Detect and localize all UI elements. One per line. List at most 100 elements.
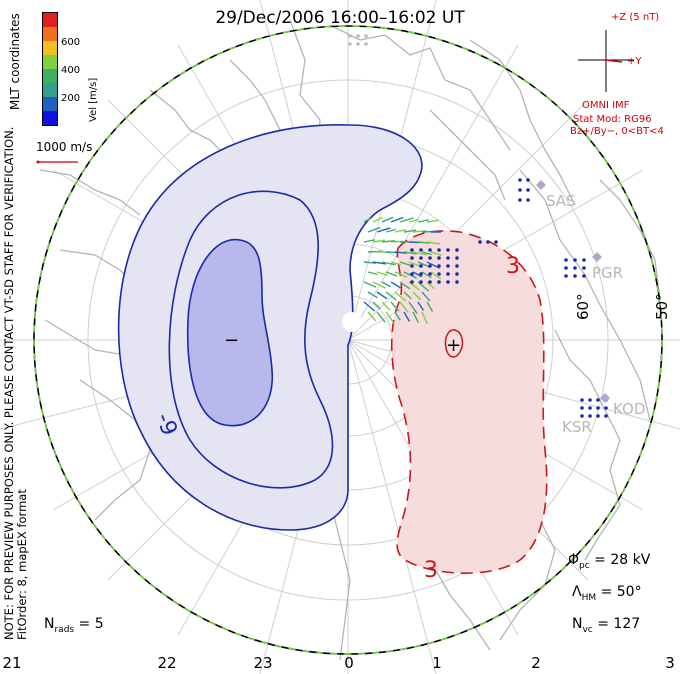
mlt-tick: 22 — [157, 654, 177, 672]
radar-grid-dot — [596, 414, 600, 418]
imf-condition: Bz+/By−, 0<BT<4 — [570, 126, 664, 137]
velocity-vector — [376, 291, 388, 300]
velocity-vector — [385, 271, 398, 277]
velocity-vector — [426, 219, 440, 223]
radar-grid-dot — [428, 264, 432, 268]
velocity-vector — [367, 291, 378, 299]
velocity-vector — [394, 291, 407, 302]
velocity-vector — [372, 239, 386, 243]
velocity-vector — [408, 301, 418, 314]
radar-grid-dot — [580, 406, 584, 410]
velocity-vector — [394, 271, 408, 278]
radar-grid-dot — [410, 272, 414, 276]
velocity-vector — [412, 311, 420, 324]
colorbar-tick-600: 600 — [61, 37, 81, 48]
radar-grid-dot — [596, 406, 600, 410]
colorbar — [42, 12, 58, 126]
n-vc-symbol: Nvc = — [572, 616, 609, 635]
radar-grid-dot — [588, 398, 592, 402]
colorbar-band — [43, 69, 57, 83]
station-label-kod: KOD — [613, 400, 646, 418]
velocity-vector — [421, 291, 431, 302]
colorbar-band — [43, 55, 57, 69]
latitude-label-60: 60° — [574, 293, 592, 320]
radar-grid-dot — [437, 256, 441, 260]
velocity-vector — [381, 281, 392, 288]
velocity-vector — [399, 281, 411, 290]
velocity-vector — [376, 271, 388, 276]
radar-grid-dot — [526, 188, 530, 192]
mlt-tick: 3 — [665, 654, 675, 672]
vector-count: Nvc = 127 — [572, 616, 640, 635]
mlt-tick: 2 — [531, 654, 541, 672]
velocity-vector — [399, 217, 414, 223]
hm-latitude: ΛHM = 50° — [572, 584, 642, 603]
colorbar-label: Vel [m/s] — [88, 77, 99, 122]
radar-grid-dot — [455, 264, 459, 268]
radar-grid-dot — [419, 256, 423, 260]
lambda-hm-symbol: ΛHM = — [572, 584, 613, 603]
velocity-vector — [385, 228, 396, 233]
potential-minimum-marker: − — [224, 330, 240, 351]
velocity-vector — [394, 311, 401, 321]
radar-grid-dot — [596, 398, 600, 402]
radar-grid-dot — [564, 258, 568, 262]
station-label-pgr: PGR — [592, 264, 624, 282]
velocity-vector — [408, 281, 420, 291]
radar-grid-dot — [428, 272, 432, 276]
radar-grid-dot — [526, 178, 530, 182]
velocity-vector — [381, 301, 391, 311]
velocity-vector — [390, 261, 401, 266]
station-markers — [536, 180, 610, 403]
velocity-vector — [403, 311, 411, 322]
velocity-vector — [363, 239, 375, 243]
velocity-vector — [394, 251, 407, 254]
radar-grid-dot — [437, 264, 441, 268]
velocity-vector — [421, 311, 428, 325]
radar-grid-dot — [410, 256, 414, 260]
colorbar-band — [43, 83, 57, 97]
radar-grid-dot — [478, 240, 482, 244]
radar-grid-dot — [486, 240, 490, 244]
velocity-vector — [412, 271, 423, 278]
mlt-tick: 1 — [432, 654, 442, 672]
colorbar-band — [43, 27, 57, 41]
radar-grid-dots — [348, 34, 608, 418]
velocity-vector — [363, 301, 376, 312]
velocity-vector — [381, 216, 394, 223]
velocity-vector — [417, 219, 429, 223]
radar-grid-dot — [428, 280, 432, 284]
pole-gap — [342, 312, 362, 332]
station-label-ksr: KSR — [562, 418, 592, 436]
radar-grid-dot — [455, 256, 459, 260]
n-rads-value: 5 — [94, 616, 104, 632]
velocity-vector — [403, 229, 417, 233]
radar-grid-dot — [437, 248, 441, 252]
radar-grid-dot — [419, 280, 423, 284]
velocity-vector — [385, 311, 395, 324]
radar-grid-dot — [494, 240, 498, 244]
velocity-vector — [363, 216, 374, 223]
radar-grid-dot — [419, 272, 423, 276]
radar-grid-dot — [582, 266, 586, 270]
velocity-vector — [426, 281, 435, 290]
latitude-label-50: 50° — [653, 293, 671, 320]
velocity-vector — [399, 301, 409, 313]
potential-maximum-marker: + — [446, 335, 462, 356]
radar-grid-dot — [356, 42, 360, 46]
imf-y-label: +Y — [627, 56, 642, 67]
map-title: 29/Dec/2006 16:00–16:02 UT — [215, 8, 465, 28]
velocity-vector — [367, 311, 377, 322]
radar-grid-dot — [604, 414, 608, 418]
mlt-tick: 21 — [2, 654, 22, 672]
contour-label-3-top: 3 — [506, 254, 520, 279]
radar-grid-dot — [428, 248, 432, 252]
cross-polar-cap-potential: Φpc = 28 kV — [568, 552, 650, 571]
contour-label-3-bottom: 3 — [424, 558, 438, 583]
velocity-vector — [372, 216, 384, 223]
radar-grid-dot — [580, 414, 584, 418]
radar-count: Nrads = 5 — [44, 616, 104, 635]
radar-grid-dot — [455, 272, 459, 276]
velocity-vector — [426, 301, 434, 312]
radar-grid-dot — [348, 34, 352, 38]
